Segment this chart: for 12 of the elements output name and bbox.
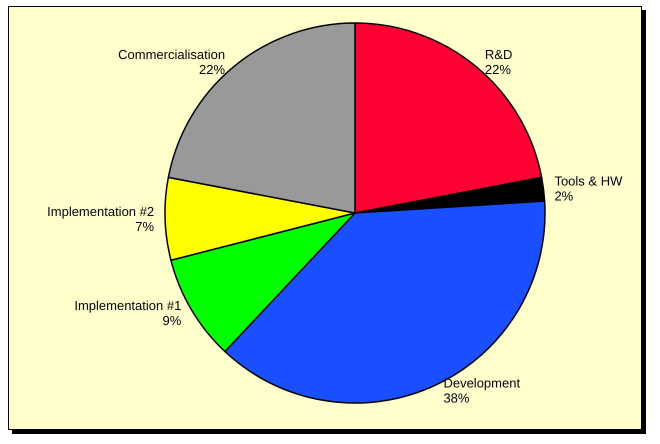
slice-label: Implementation #2 (47, 204, 154, 220)
slice-label: Commercialisation (118, 46, 226, 62)
slice-label: R&D (484, 46, 512, 62)
slice-label: Implementation #1 (74, 298, 182, 313)
data-label: 22% (484, 62, 512, 77)
slice-label: Development (443, 375, 520, 390)
data-label: 7% (135, 219, 155, 234)
slice-label: Tools & HW (554, 173, 624, 188)
data-label: 2% (554, 188, 574, 204)
data-label: 22% (199, 62, 226, 77)
data-label: 38% (443, 390, 470, 406)
data-label: 9% (162, 312, 182, 328)
